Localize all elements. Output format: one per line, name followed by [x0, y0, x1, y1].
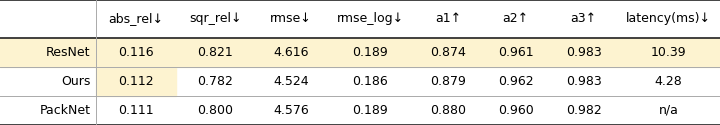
Text: 0.879: 0.879	[430, 75, 466, 88]
Text: 0.116: 0.116	[118, 46, 154, 59]
Bar	[96, 67, 176, 96]
Text: a3↑: a3↑	[570, 12, 597, 25]
Text: 0.800: 0.800	[197, 104, 233, 117]
Text: 0.983: 0.983	[566, 75, 601, 88]
Text: 0.961: 0.961	[498, 46, 534, 59]
Text: 0.983: 0.983	[566, 46, 601, 59]
Text: 0.111: 0.111	[118, 104, 154, 117]
Text: a2↑: a2↑	[503, 12, 528, 25]
Text: PackNet: PackNet	[40, 104, 91, 117]
Text: latency(ms)↓: latency(ms)↓	[626, 12, 711, 25]
Text: ResNet: ResNet	[46, 46, 91, 59]
Text: 4.616: 4.616	[274, 46, 309, 59]
Text: 0.782: 0.782	[197, 75, 233, 88]
Text: 0.982: 0.982	[566, 104, 601, 117]
Text: rmse_log↓: rmse_log↓	[337, 12, 404, 25]
Text: abs_rel↓: abs_rel↓	[109, 12, 163, 25]
Text: rmse↓: rmse↓	[270, 12, 312, 25]
Text: 0.189: 0.189	[353, 104, 388, 117]
Text: sqr_rel↓: sqr_rel↓	[189, 12, 242, 25]
Text: 0.821: 0.821	[197, 46, 233, 59]
Text: 0.186: 0.186	[353, 75, 388, 88]
Text: 0.960: 0.960	[498, 104, 534, 117]
Text: 4.28: 4.28	[655, 75, 683, 88]
Text: 0.112: 0.112	[118, 75, 154, 88]
Text: Ours: Ours	[61, 75, 91, 88]
Bar	[0, 38, 720, 67]
Text: a1↑: a1↑	[435, 12, 461, 25]
Text: 0.962: 0.962	[498, 75, 534, 88]
Text: 10.39: 10.39	[651, 46, 687, 59]
Text: 0.189: 0.189	[353, 46, 388, 59]
Text: 4.576: 4.576	[273, 104, 309, 117]
Text: 0.874: 0.874	[430, 46, 466, 59]
Text: 0.880: 0.880	[430, 104, 466, 117]
Text: 4.524: 4.524	[273, 75, 309, 88]
Text: n/a: n/a	[659, 104, 679, 117]
